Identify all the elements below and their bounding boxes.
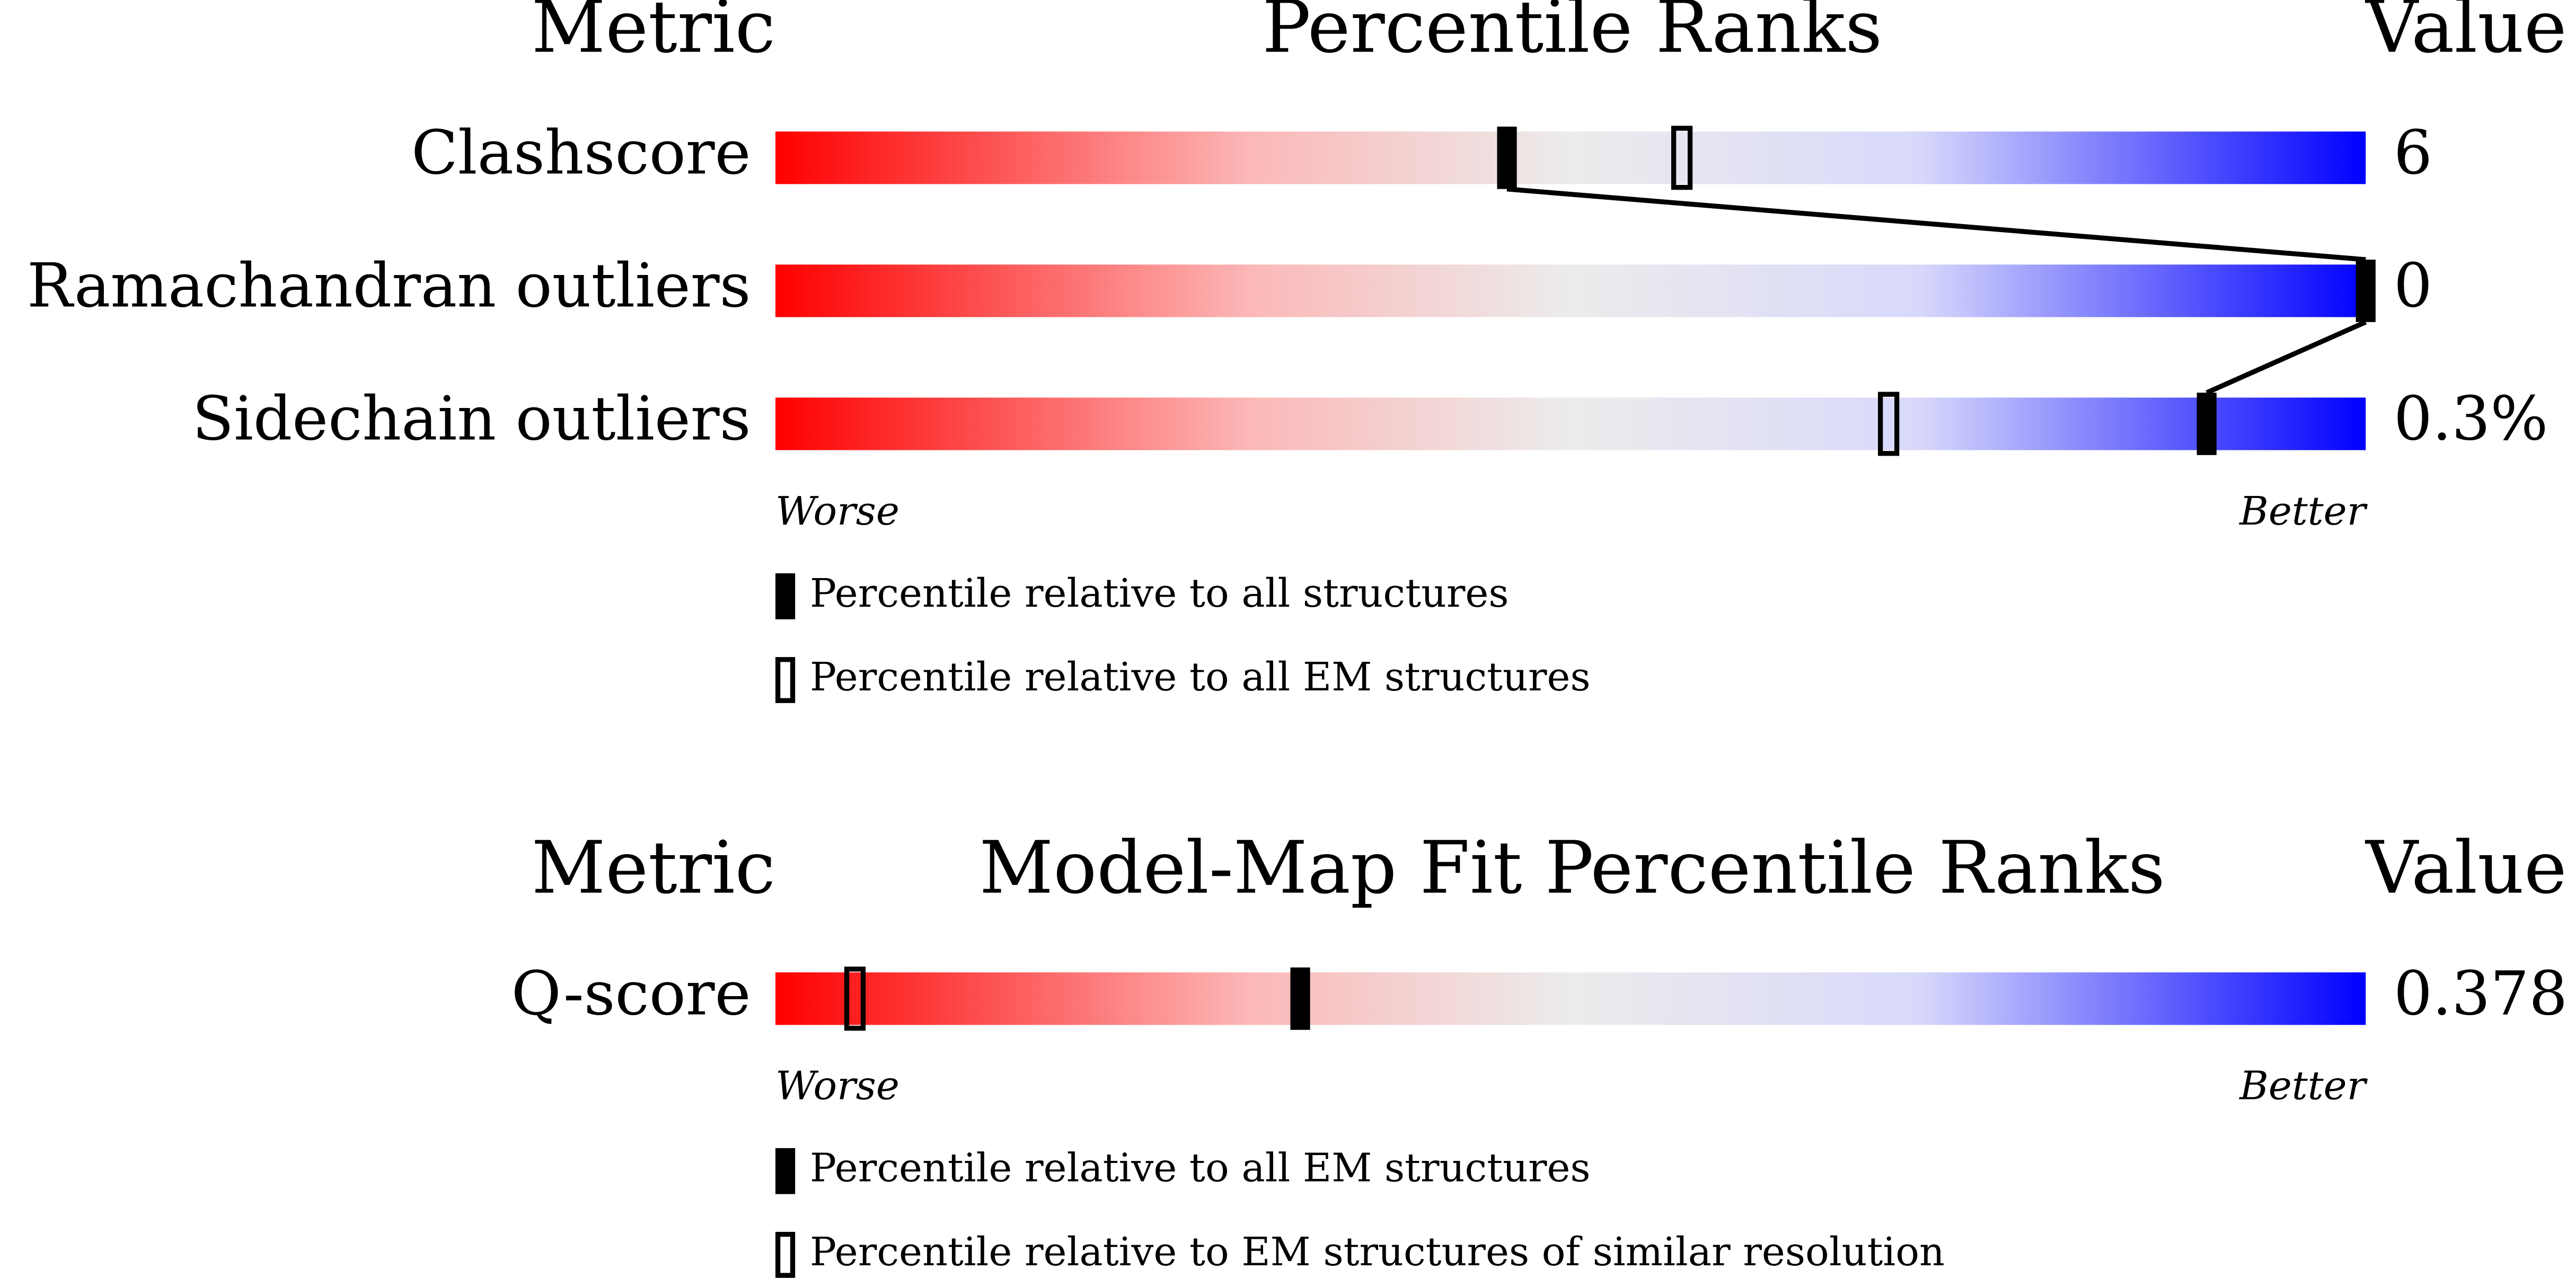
metric-header: Metric bbox=[532, 0, 775, 69]
legend-label: Percentile relative to all structures bbox=[810, 570, 1509, 616]
value-header: Value bbox=[2365, 826, 2566, 910]
metric-label: Ramachandran outliers bbox=[27, 251, 751, 321]
panel-title: Percentile Ranks bbox=[1262, 0, 1882, 69]
connector bbox=[2206, 320, 2367, 395]
percentile-bar bbox=[775, 397, 2366, 450]
open-marker bbox=[844, 966, 866, 1031]
legend-filled-icon bbox=[775, 573, 796, 619]
worse-label: Worse bbox=[775, 1063, 899, 1109]
metric-value: 0.378 bbox=[2394, 958, 2568, 1029]
legend-label: Percentile relative to all EM structures bbox=[810, 1145, 1591, 1191]
metric-label: Q-score bbox=[511, 958, 751, 1029]
metric-value: 6 bbox=[2394, 118, 2432, 188]
filled-marker bbox=[2196, 393, 2217, 455]
percentile-bar bbox=[775, 264, 2366, 317]
metric-label: Clashscore bbox=[411, 118, 751, 188]
filled-marker bbox=[2356, 260, 2376, 322]
legend-label: Percentile relative to EM structures of … bbox=[810, 1229, 1945, 1275]
legend-open-icon bbox=[775, 657, 796, 703]
open-marker bbox=[1671, 126, 1693, 190]
legend-filled-icon bbox=[775, 1148, 796, 1194]
worse-label: Worse bbox=[775, 488, 899, 534]
percentile-bar bbox=[775, 972, 2366, 1025]
percentile-bar bbox=[775, 131, 2366, 184]
open-marker bbox=[1878, 392, 1900, 456]
filled-marker bbox=[1290, 967, 1310, 1030]
value-header: Value bbox=[2365, 0, 2566, 69]
legend-open-icon bbox=[775, 1231, 796, 1278]
panel-title: Model-Map Fit Percentile Ranks bbox=[980, 826, 2165, 910]
metric-value: 0.3% bbox=[2394, 384, 2548, 454]
better-label: Better bbox=[2238, 488, 2368, 534]
metric-header: Metric bbox=[532, 826, 775, 910]
metric-label: Sidechain outliers bbox=[192, 384, 751, 454]
connector bbox=[1506, 187, 2366, 262]
better-label: Better bbox=[2238, 1063, 2368, 1109]
filled-marker bbox=[1497, 126, 1517, 189]
metric-value: 0 bbox=[2394, 251, 2432, 321]
legend-label: Percentile relative to all EM structures bbox=[810, 654, 1591, 700]
